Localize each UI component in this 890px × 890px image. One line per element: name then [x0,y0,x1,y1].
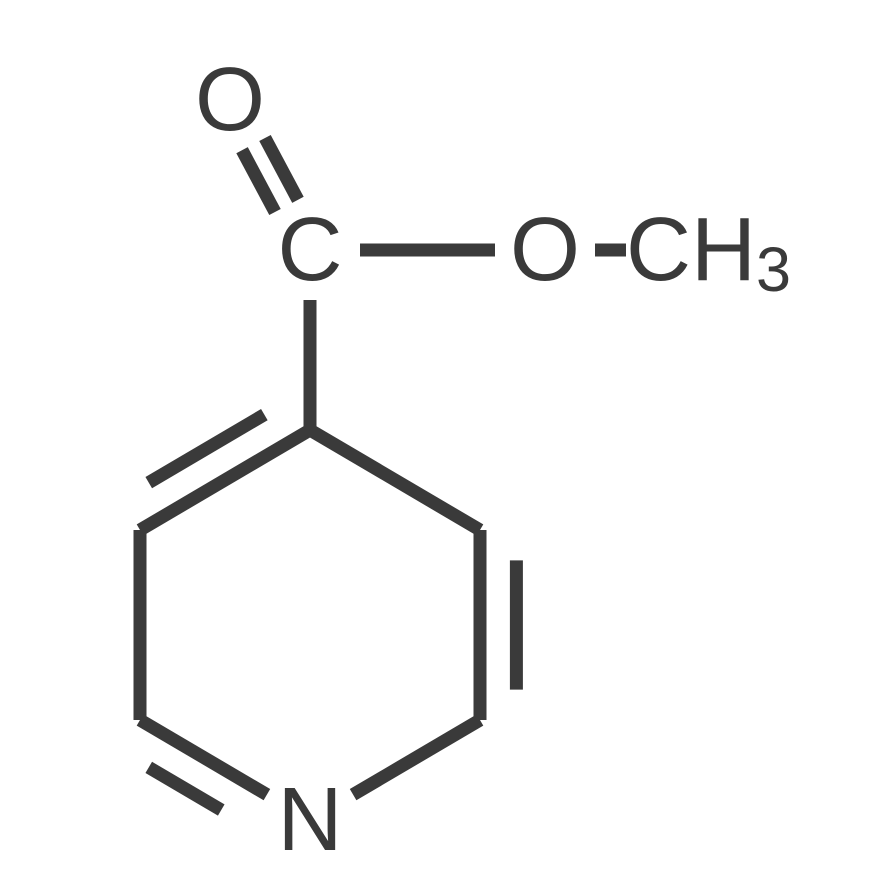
bond [140,720,267,795]
atom-label-CH3: CH3 [626,200,791,305]
bond [149,767,222,810]
atom-label-C_ester: C [278,200,343,300]
atom-label-N: N [278,770,343,870]
atom-label-O_mid: O [510,200,580,300]
chemical-structure: OCOCH3N [0,0,890,890]
atom-label-O_top: O [195,50,265,150]
bond [353,720,480,795]
bond [310,430,480,530]
